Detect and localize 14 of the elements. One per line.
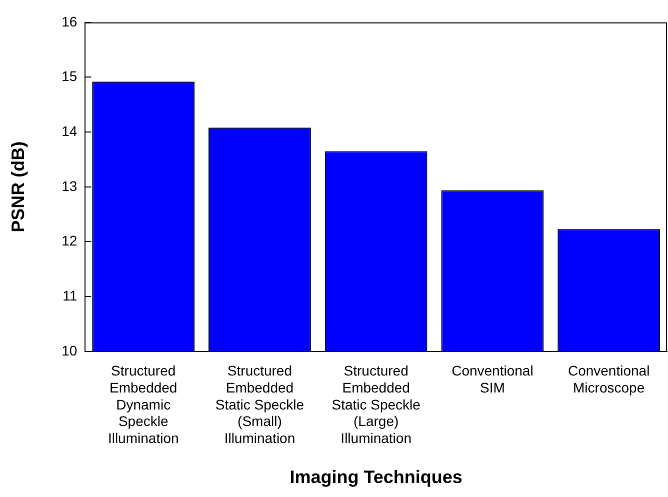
y-tick-label: 12 [62, 232, 78, 249]
y-axis-title: PSNR (dB) [8, 141, 28, 232]
x-tick-label: Conventional SIM [452, 362, 534, 396]
y-tick-label: 16 [62, 13, 78, 30]
x-tick-label: Structured Embedded Static Speckle (Small) Illumination [215, 362, 304, 446]
x-tick-label: Structured Embedded Static Speckle (Large) Illumination [332, 362, 421, 446]
y-tick-label: 15 [62, 68, 78, 84]
x-axis-title: Imaging Techniques [290, 467, 462, 488]
x-tick-label: Conventional Microscope [568, 362, 650, 396]
y-tick-label: 10 [62, 342, 78, 358]
y-tick-label: 14 [62, 122, 78, 139]
y-tick-label: 13 [62, 178, 78, 194]
y-tick-label: 11 [62, 287, 78, 304]
x-tick-label: Structured Embedded Dynamic Speckle Illumination [108, 362, 179, 446]
